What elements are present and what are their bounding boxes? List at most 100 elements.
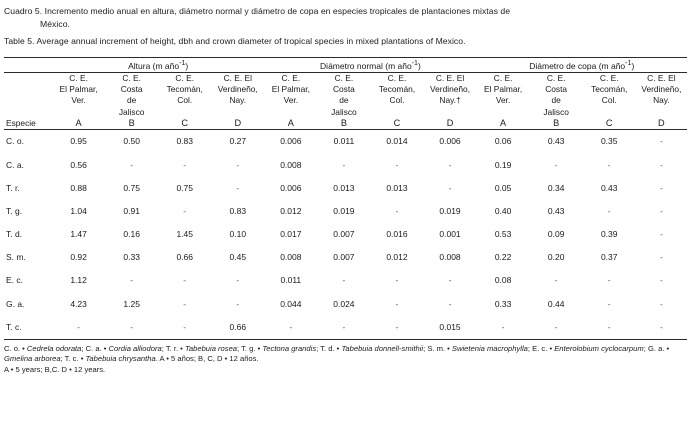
cell-6-0: 1.12 — [70, 275, 87, 286]
legend-name-6: Enterolobium cyclocarpum — [554, 343, 644, 353]
table-container: Altura (m año-1) Diámetro normal (m año-… — [0, 57, 691, 340]
cell-0-2: 0.83 — [176, 136, 193, 147]
cell-5-5: 0.007 — [333, 252, 355, 263]
site-header-3: C. E. El Verdineño, Nay. — [211, 73, 264, 119]
site-header-row: C. E. El Palmar, Ver. C. E. Costa de Jal… — [4, 73, 687, 119]
cell-6-4: 0.011 — [280, 275, 302, 286]
group-label-dc-base: Diámetro de copa (m año — [529, 60, 626, 71]
cell-2-5: 0.013 — [333, 182, 355, 193]
cell-3-5: 0.019 — [333, 205, 355, 216]
site-7-line1: C. E. El — [435, 72, 465, 83]
age-code-9: B — [553, 118, 560, 129]
site-0-line3: Ver. — [71, 95, 86, 106]
cell-7-5: 0.024 — [333, 298, 355, 309]
cell-3-1: 0.91 — [123, 205, 140, 216]
group-label-altura-base: Altura (m año — [128, 60, 180, 71]
cell-3-4: 0.012 — [280, 205, 302, 216]
site-header-11: C. E. El Verdineño, Nay. — [636, 73, 687, 119]
cell-8-0: - — [77, 321, 81, 332]
site-header-10: C. E. Tecomán, Col. — [583, 73, 636, 119]
table-row: T. r. 0.88 0.75 0.75 - 0.006 0.013 0.013… — [4, 177, 687, 200]
legend-code-6: E. c. • — [532, 343, 555, 353]
cell-1-6: - — [395, 159, 399, 170]
row-species-6: E. c. — [6, 275, 24, 286]
site-11-line1: C. E. El — [647, 72, 676, 83]
site-8-line2: El Palmar, — [484, 84, 523, 95]
cell-1-4: 0.008 — [280, 159, 302, 170]
cell-3-9: 0.43 — [547, 205, 565, 216]
legend-code-7: G. a. • — [647, 343, 670, 353]
site-header-9: C. E. Costa de Jalisco — [530, 73, 583, 119]
cell-5-3: 0.45 — [229, 252, 247, 263]
age-code-8: A — [500, 118, 507, 129]
legend-name-4: Tabebuia donnell-smithii — [341, 343, 424, 353]
site-4-line2: El Palmar, — [271, 84, 310, 95]
row-species-2: T. r. — [6, 182, 20, 193]
cell-2-2: 0.75 — [176, 182, 193, 193]
group-header-diametro-normal: Diámetro normal (m año-1) — [264, 58, 476, 72]
cell-6-1: - — [130, 275, 134, 286]
legend-tail-2: ; — [237, 343, 242, 353]
cell-4-11: - — [659, 229, 663, 240]
group-label-dn-sup: -1 — [411, 58, 418, 67]
cell-4-6: 0.016 — [386, 229, 408, 240]
cell-6-9: - — [554, 275, 558, 286]
cell-2-7: - — [448, 182, 452, 193]
table-row: E. c. 1.12 - - - 0.011 - - - 0.08 - - - — [4, 269, 687, 292]
site-3-line1: C. E. El — [223, 72, 252, 83]
table-row: T. d. 1.47 0.16 1.45 0.10 0.017 0.007 0.… — [4, 223, 687, 246]
cell-4-9: 0.09 — [547, 229, 565, 240]
cell-0-11: - — [659, 136, 663, 147]
cell-2-8: 0.05 — [494, 182, 512, 193]
cell-0-5: 0.011 — [333, 136, 355, 147]
age-code-10: C — [605, 118, 613, 129]
cell-0-10: 0.35 — [600, 136, 618, 147]
age-code-1: B — [128, 118, 135, 129]
site-header-0: C. E. El Palmar, Ver. — [52, 73, 105, 119]
legend-code-8: T. c. • — [64, 354, 86, 364]
cell-5-6: 0.012 — [386, 252, 408, 263]
caption-spanish-main: Cuadro 5. Incremento medio anual en altu… — [4, 6, 511, 16]
cell-8-3: 0.66 — [229, 321, 247, 332]
cell-1-1: - — [130, 159, 134, 170]
site-9-line1: C. E. — [546, 72, 566, 83]
legend-name-1: Cordia alliodora — [108, 343, 162, 353]
cell-3-3: 0.83 — [229, 205, 247, 216]
cell-6-8: 0.08 — [494, 275, 512, 286]
group-label-dc-sup: -1 — [625, 58, 632, 67]
legend-tail-1: ; — [161, 343, 166, 353]
cell-0-8: 0.06 — [494, 136, 512, 147]
legend-tail-5: ; — [527, 343, 533, 353]
cell-5-11: - — [659, 252, 663, 263]
legend-name-8: Tabebuia chrysantha — [85, 354, 156, 364]
site-2-line1: C. E. — [175, 72, 195, 83]
legend-name-3: Tectona grandis — [262, 343, 317, 353]
footnote-ages-english: A • 5 years; B,C. D • 12 years. — [4, 364, 106, 374]
cell-0-3: 0.27 — [229, 136, 247, 147]
row-species-5: S. m. — [6, 252, 26, 263]
cell-4-1: 0.16 — [123, 229, 140, 240]
caption-spanish: Cuadro 5. Incremento medio anual en altu… — [4, 5, 683, 30]
footnote-ages-spanish: A • 5 años; B, C, D • 12 años. — [159, 354, 259, 364]
cell-1-3: - — [236, 159, 240, 170]
legend-code-5: S. m. • — [427, 343, 452, 353]
site-10-line3: Col. — [601, 95, 617, 106]
legend-name-7: Gmelina arborea — [4, 354, 61, 364]
legend-code-4: T. d. • — [320, 343, 342, 353]
cell-6-3: - — [236, 275, 240, 286]
cell-4-3: 0.10 — [229, 229, 247, 240]
cell-8-6: - — [395, 321, 399, 332]
row-species-8: T. c. — [6, 321, 22, 332]
table-row: G. a. 4.23 1.25 - - 0.044 0.024 - - 0.33… — [4, 293, 687, 316]
cell-7-11: - — [659, 298, 663, 309]
site-3-line2: Verdineño, — [217, 84, 258, 95]
site-4-line1: C. E. — [281, 72, 301, 83]
cell-7-1: 1.25 — [123, 298, 140, 309]
table-rule-under-codes — [4, 129, 687, 131]
legend-code-0: C. o. • — [4, 343, 27, 353]
cell-7-0: 4.23 — [70, 298, 87, 309]
cell-3-11: - — [659, 205, 663, 216]
cell-6-2: - — [183, 275, 187, 286]
cell-4-7: 0.001 — [439, 229, 461, 240]
